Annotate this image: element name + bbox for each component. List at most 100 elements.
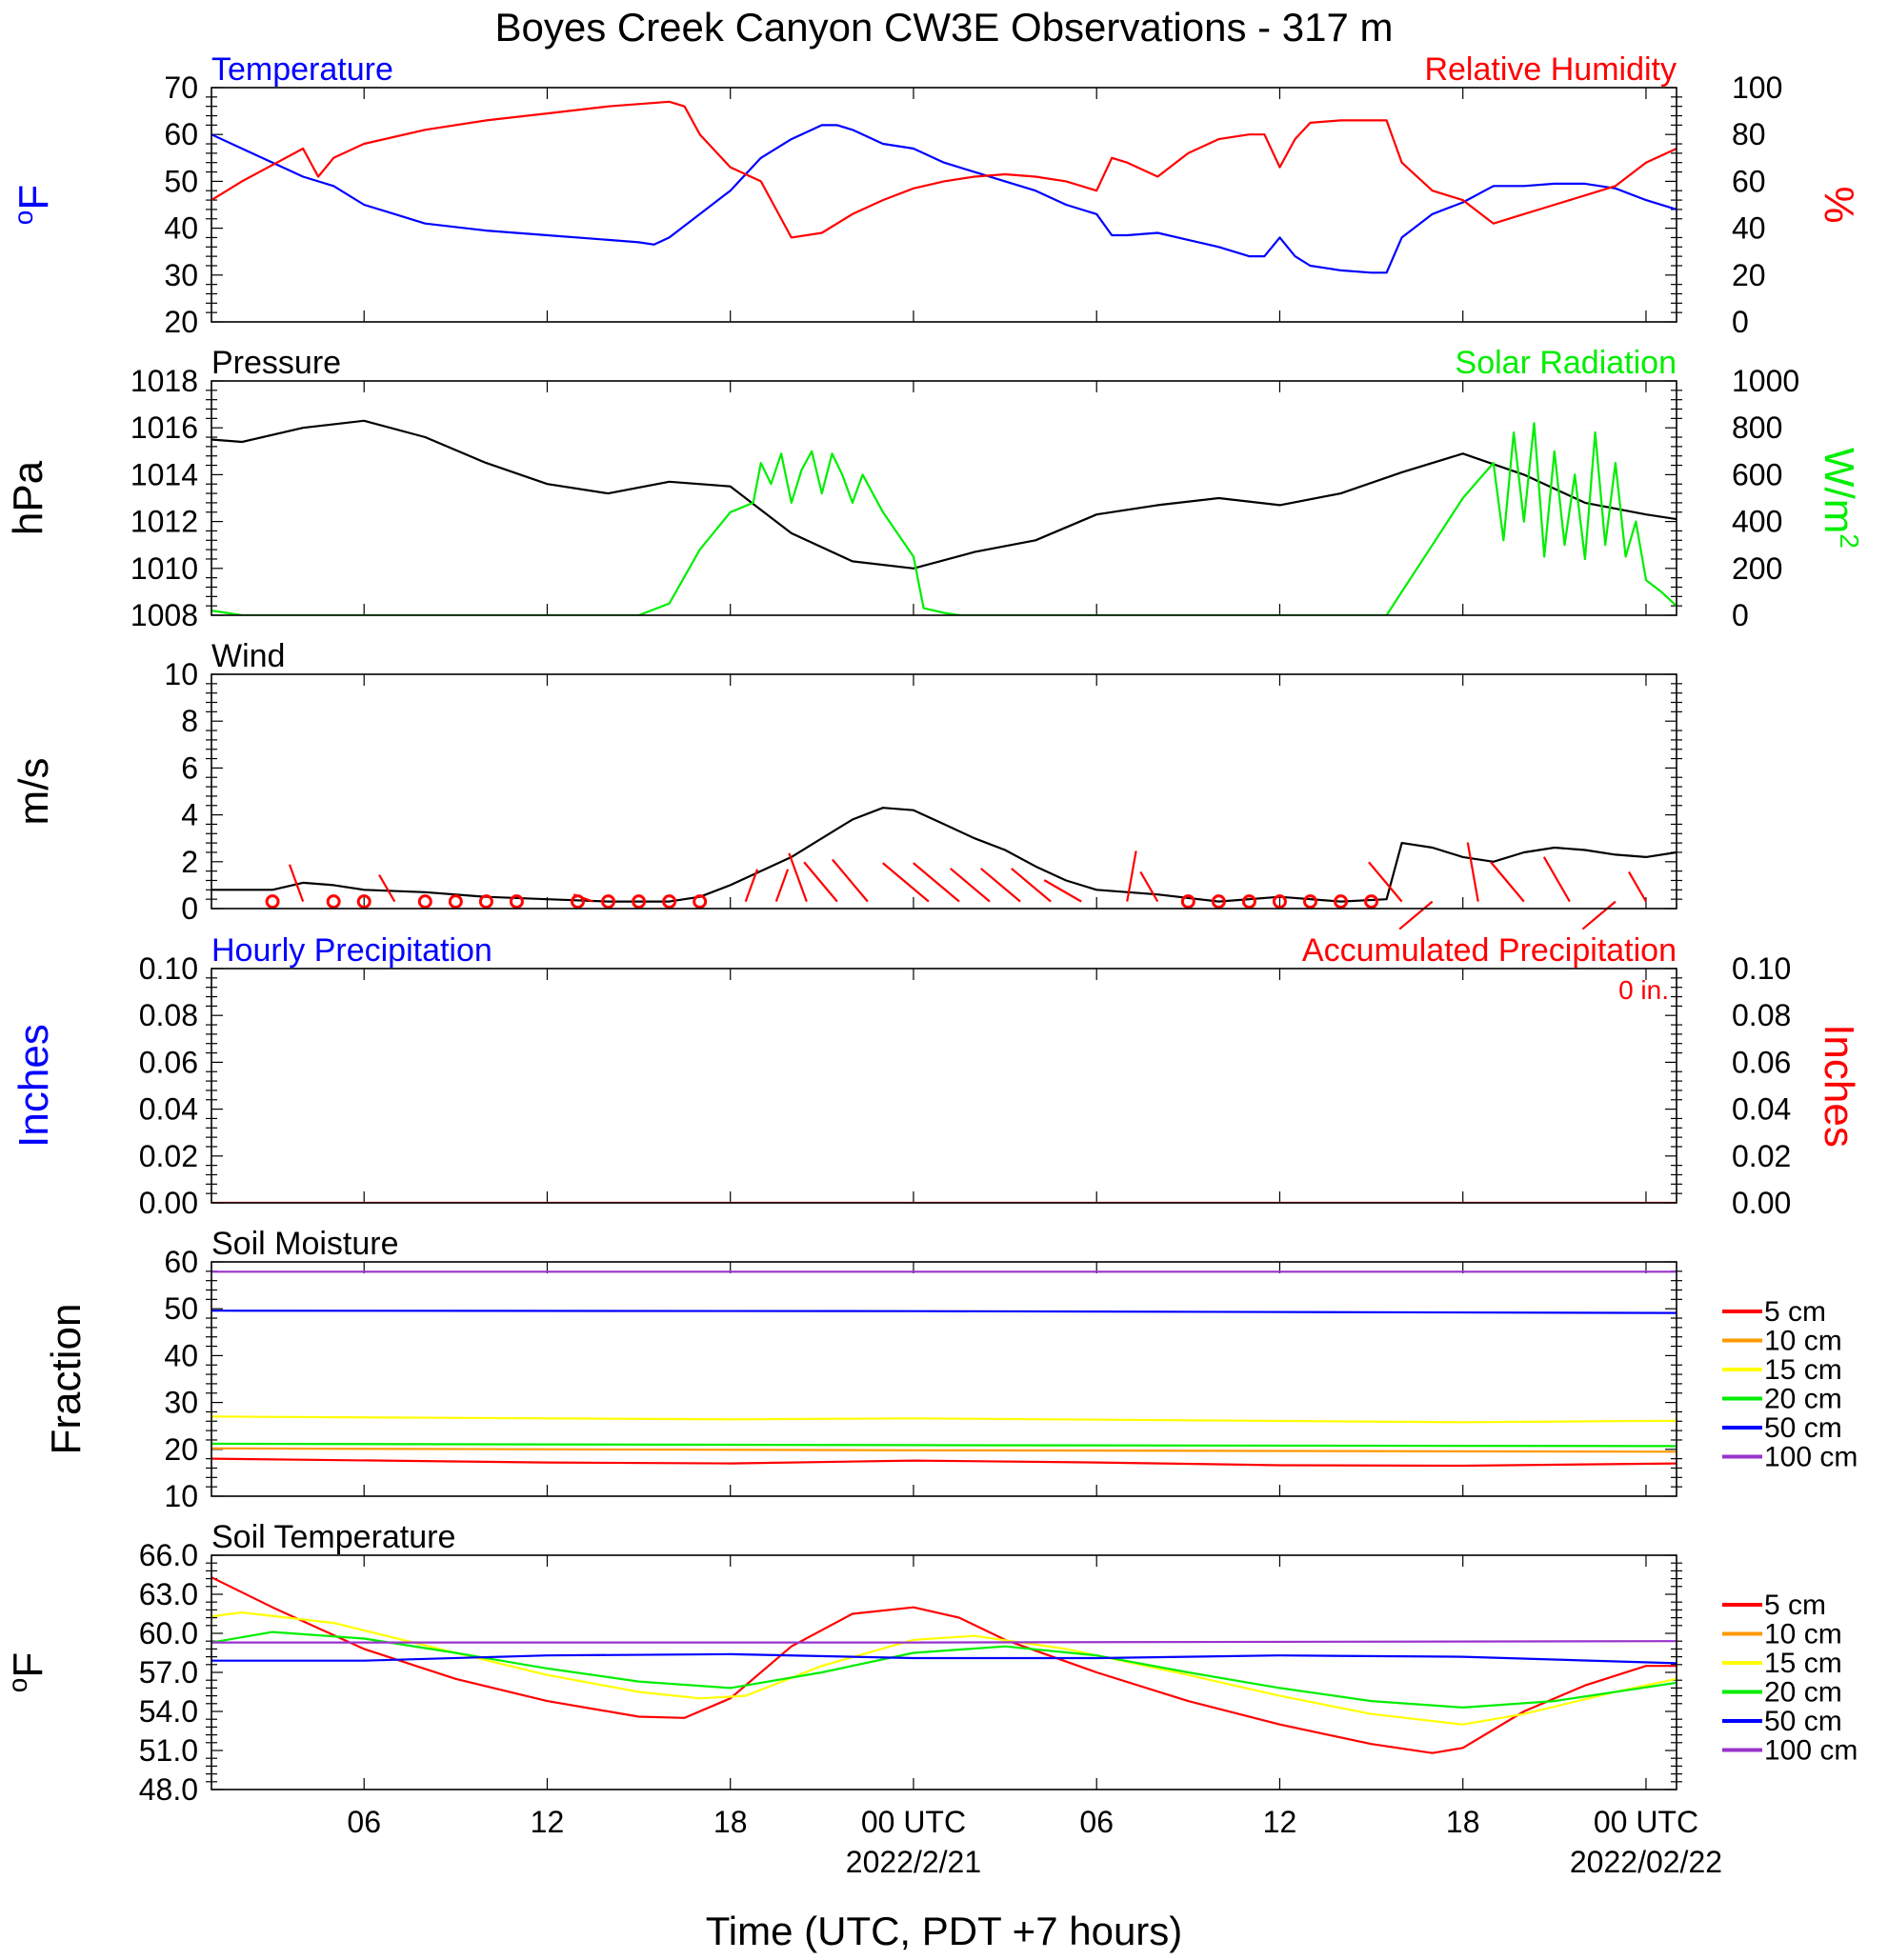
series-line-20-cm xyxy=(211,1630,1677,1710)
panel-title-right: Accumulated Precipitation xyxy=(1302,932,1677,969)
panel-title-right: Solar Radiation xyxy=(1456,345,1677,381)
y-axis-label-right-main: W/m xyxy=(1816,448,1862,533)
y-tick-label-right: 0 xyxy=(1732,598,1749,632)
y-tick-label-left: 0.04 xyxy=(139,1092,198,1127)
y-tick-label-left: 6 xyxy=(181,750,198,785)
wind-barb xyxy=(1011,868,1052,903)
y-tick-label-right: 400 xyxy=(1732,505,1782,539)
y-axis-label-left: hPa xyxy=(5,460,51,535)
series-line-temperature xyxy=(211,124,1677,274)
legend-label: 10 cm xyxy=(1764,1326,1842,1357)
y-axis-label-left-main: F xyxy=(5,1652,51,1678)
wind-calm-marker xyxy=(1303,894,1317,910)
x-tick-label: 06 xyxy=(1079,1805,1114,1839)
y-tick-label-left: 63.0 xyxy=(139,1577,198,1611)
wind-barb xyxy=(744,869,759,902)
panel-soil_moisture: 10 20 30 40 50 60 Soil Moisture Fraction 5 cm10 … xyxy=(43,1226,1858,1513)
wind-barb xyxy=(1542,856,1571,903)
series-line-50-cm xyxy=(211,1310,1677,1314)
y-tick-label-right: 40 xyxy=(1732,211,1766,246)
wind-barb xyxy=(572,893,593,903)
panel-soil_temperature: 48.0 51.0 54.0 57.0 60.0 63.0 66.0 Soil Tempera… xyxy=(3,1519,1858,1807)
y-tick-label-right: 100 xyxy=(1732,70,1782,105)
y-tick-label-left: 60.0 xyxy=(139,1616,198,1650)
series-line-50-cm xyxy=(211,1652,1677,1665)
wind-barb xyxy=(1490,861,1525,903)
y-tick-label-left: 10 xyxy=(164,1479,198,1513)
series-group xyxy=(211,1576,1677,1754)
y-tick-label-left: 20 xyxy=(164,1432,198,1467)
y-axis-label-right-main: % xyxy=(1816,186,1862,223)
x-tick-label: 00 UTC xyxy=(1594,1805,1698,1839)
y-axis-label-left: oF xyxy=(9,185,57,225)
series-line-wind xyxy=(211,807,1677,903)
wind-calm-marker xyxy=(1334,894,1349,910)
y-axis-label-left: Inches xyxy=(10,1024,57,1148)
y-axis-label-left-sup: o xyxy=(9,210,38,226)
y-tick-label-right: 200 xyxy=(1732,551,1782,586)
legend-label: 5 cm xyxy=(1764,1590,1826,1621)
legend-label: 100 cm xyxy=(1764,1735,1858,1767)
panel-frame xyxy=(211,380,1677,616)
y-tick-label-left: 0.08 xyxy=(139,998,198,1032)
legend-label: 15 cm xyxy=(1764,1648,1842,1679)
x-tick-label: 18 xyxy=(1446,1805,1480,1839)
series-line-20-cm xyxy=(211,1442,1677,1448)
panel-title-left: Soil Temperature xyxy=(211,1519,455,1555)
wind-barb xyxy=(774,869,790,902)
x-tick-label: 06 xyxy=(347,1805,381,1839)
series-line-15-cm xyxy=(211,1415,1677,1424)
x-tick-label: 00 UTC xyxy=(861,1805,966,1839)
y-tick-label-left: 40 xyxy=(164,211,198,246)
y-tick-label-right: 0.06 xyxy=(1732,1045,1791,1079)
y-tick-label-left: 66.0 xyxy=(139,1538,198,1572)
y-tick-label-left: 50 xyxy=(164,164,198,198)
y-tick-label-right: 0.02 xyxy=(1732,1139,1791,1173)
legend-label: 20 cm xyxy=(1764,1677,1842,1709)
x-tick-label: 12 xyxy=(531,1805,565,1839)
y-tick-label-right: 20 xyxy=(1732,258,1766,292)
series-line-solar-radiation xyxy=(211,422,1677,615)
wind-barb xyxy=(1466,842,1479,902)
wind-barb xyxy=(832,858,869,903)
wind-calm-marker xyxy=(1364,894,1379,910)
y-tick-label-left: 1014 xyxy=(131,457,198,491)
y-axis-label-right-main: Inches xyxy=(1816,1024,1862,1148)
y-tick-label-left: 0.10 xyxy=(139,951,198,986)
legend-label: 100 cm xyxy=(1764,1442,1858,1473)
panel-frame xyxy=(211,1261,1677,1497)
y-tick-label-left: 50 xyxy=(164,1291,198,1326)
series-line-100-cm xyxy=(211,1640,1677,1644)
series-line-relative-humidity xyxy=(211,100,1677,239)
y-axis-label-right: W/m2 xyxy=(1816,448,1864,549)
panel-frame xyxy=(211,87,1677,323)
y-tick-label-left: 1012 xyxy=(131,505,198,539)
series-group xyxy=(211,419,1677,615)
legend-label: 5 cm xyxy=(1764,1296,1826,1328)
y-axis-label-left: m/s xyxy=(10,758,57,826)
y-tick-label-left: 1016 xyxy=(131,410,198,445)
panel-temperature_humidity: 20 30 40 50 60 70 0 20 40 60 80 100 Temperature Relat… xyxy=(9,51,1862,339)
series-line-pressure xyxy=(211,419,1677,570)
wind-calm-marker xyxy=(448,894,463,910)
y-tick-label-right: 0.08 xyxy=(1732,998,1791,1032)
wind-barb xyxy=(913,862,960,903)
wind-barb xyxy=(1126,850,1137,902)
panel-precipitation: 0.00 0.02 0.04 0.06 0.08 0.10 0.00 0.02 0.04 0.06… xyxy=(10,932,1862,1220)
wind-barb xyxy=(288,864,305,902)
x-tick-label: 18 xyxy=(713,1805,748,1839)
legend-label: 20 cm xyxy=(1764,1384,1842,1415)
wind-calm-marker xyxy=(1211,894,1226,910)
wind-calm-marker xyxy=(693,894,708,910)
y-tick-label-left: 1008 xyxy=(131,598,198,632)
y-tick-label-left: 20 xyxy=(164,305,198,339)
y-tick-label-right: 60 xyxy=(1732,164,1766,198)
legend-label: 10 cm xyxy=(1764,1619,1842,1650)
wind-barb xyxy=(803,861,838,903)
panel-frame xyxy=(211,968,1677,1204)
wind-calm-marker xyxy=(326,894,341,910)
y-tick-label-left: 10 xyxy=(164,657,198,691)
panel-pressure_solar: 1008 1010 1012 1014 1016 1018 0 200 400 600 800 100… xyxy=(5,345,1864,632)
panel-title-left: Hourly Precipitation xyxy=(211,932,492,969)
